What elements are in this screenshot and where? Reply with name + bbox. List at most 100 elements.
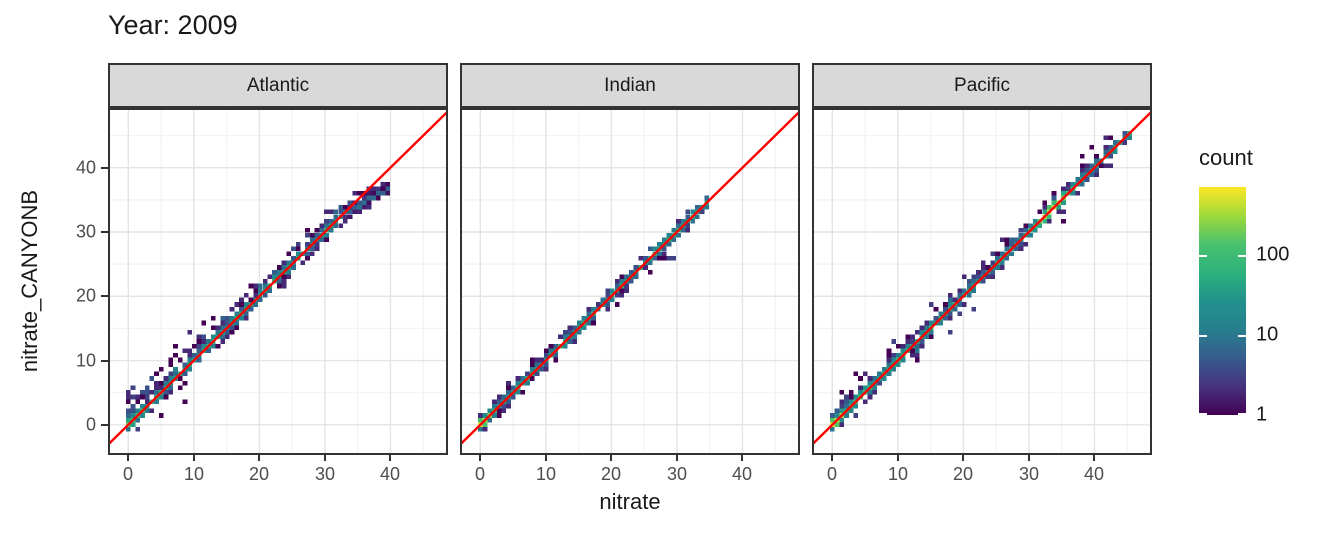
count-bin: [872, 390, 878, 395]
count-bin: [1061, 209, 1066, 215]
count-bin: [848, 399, 854, 404]
count-bin: [990, 251, 996, 256]
count-bin: [1108, 154, 1113, 159]
count-bin: [385, 191, 391, 196]
count-bin: [919, 325, 925, 330]
count-bin: [643, 265, 648, 270]
count-bin: [690, 209, 695, 215]
count-bin: [1113, 140, 1118, 145]
count-bin: [286, 260, 292, 266]
count-bin: [520, 390, 526, 395]
count-bin: [844, 399, 849, 404]
count-bin: [544, 362, 549, 367]
count-bin: [704, 195, 710, 201]
count-bin: [910, 339, 915, 344]
count-bin: [657, 242, 662, 247]
count-bin: [220, 316, 225, 321]
count-bin: [980, 279, 986, 284]
count-bin: [844, 404, 849, 409]
count-bin: [229, 325, 235, 330]
count-bin: [661, 246, 667, 252]
count-bin: [159, 385, 164, 391]
count-bin: [130, 408, 136, 414]
count-bin: [661, 251, 667, 256]
count-bin: [886, 371, 892, 377]
count-bin: [520, 376, 526, 381]
count-bin: [328, 228, 334, 233]
count-bin: [352, 205, 358, 210]
count-bin: [154, 380, 159, 386]
count-bin: [267, 274, 273, 279]
count-bin: [125, 394, 131, 400]
count-bin: [206, 339, 211, 344]
count-bin: [482, 413, 488, 418]
facet-strip-label: Indian: [604, 74, 656, 96]
count-bin: [324, 209, 329, 215]
count-bin: [135, 408, 141, 414]
count-bin: [858, 390, 863, 395]
count-bin: [962, 288, 967, 293]
count-bin: [957, 288, 962, 293]
count-bin: [163, 376, 169, 381]
legend-tick-label: 10: [1256, 323, 1279, 346]
count-bin: [839, 408, 845, 414]
count-bin: [220, 320, 225, 326]
count-bin: [220, 339, 225, 344]
count-bin: [619, 279, 625, 284]
count-bin: [154, 385, 159, 391]
count-bin: [952, 306, 958, 312]
x-axis-tick: [962, 455, 964, 461]
count-bin: [896, 353, 901, 358]
count-bin: [863, 399, 868, 404]
count-bin: [258, 297, 263, 303]
panel-plot-area: [812, 108, 1152, 455]
count-bin: [286, 269, 292, 275]
count-bin: [385, 181, 391, 187]
count-bin: [281, 283, 287, 289]
count-bin: [343, 214, 348, 219]
count-bin: [243, 302, 249, 307]
count-bin: [506, 390, 511, 395]
count-bin: [839, 417, 845, 423]
count-bin: [881, 367, 887, 372]
count-bin: [610, 288, 615, 293]
count-bin: [685, 209, 691, 215]
count-bin: [1037, 223, 1043, 229]
count-bin: [258, 288, 263, 293]
count-bin: [647, 260, 653, 266]
count-bin: [210, 334, 216, 340]
count-bin: [229, 306, 235, 312]
count-bin: [553, 353, 559, 358]
count-bin: [501, 408, 507, 414]
count-bin: [690, 218, 695, 224]
count-bin: [253, 292, 258, 298]
count-bin: [914, 329, 920, 335]
count-bin: [173, 367, 178, 372]
count-bin: [957, 302, 962, 307]
count-bin: [957, 292, 962, 298]
count-bin: [357, 209, 362, 215]
count-bin: [567, 329, 573, 335]
count-bin: [253, 302, 258, 307]
count-bin: [1094, 172, 1099, 178]
count-bin: [558, 334, 563, 340]
count-bin: [262, 279, 268, 284]
count-bin: [886, 357, 892, 363]
count-bin: [1084, 177, 1090, 182]
count-bin: [600, 297, 606, 303]
count-bin: [647, 269, 653, 275]
count-bin: [357, 205, 362, 210]
count-bin: [243, 292, 249, 298]
count-bin: [839, 399, 845, 404]
count-bin: [1009, 242, 1014, 247]
y-axis-tick: [101, 231, 108, 233]
count-bin: [614, 283, 620, 289]
count-bin: [144, 385, 150, 391]
facet-strip-atlantic: Atlantic: [108, 63, 448, 108]
count-bin: [262, 292, 268, 298]
count-bin: [314, 246, 320, 252]
count-bin: [586, 311, 592, 316]
count-bin: [1084, 168, 1090, 173]
count-bin: [262, 283, 268, 289]
count-bin: [210, 343, 216, 349]
